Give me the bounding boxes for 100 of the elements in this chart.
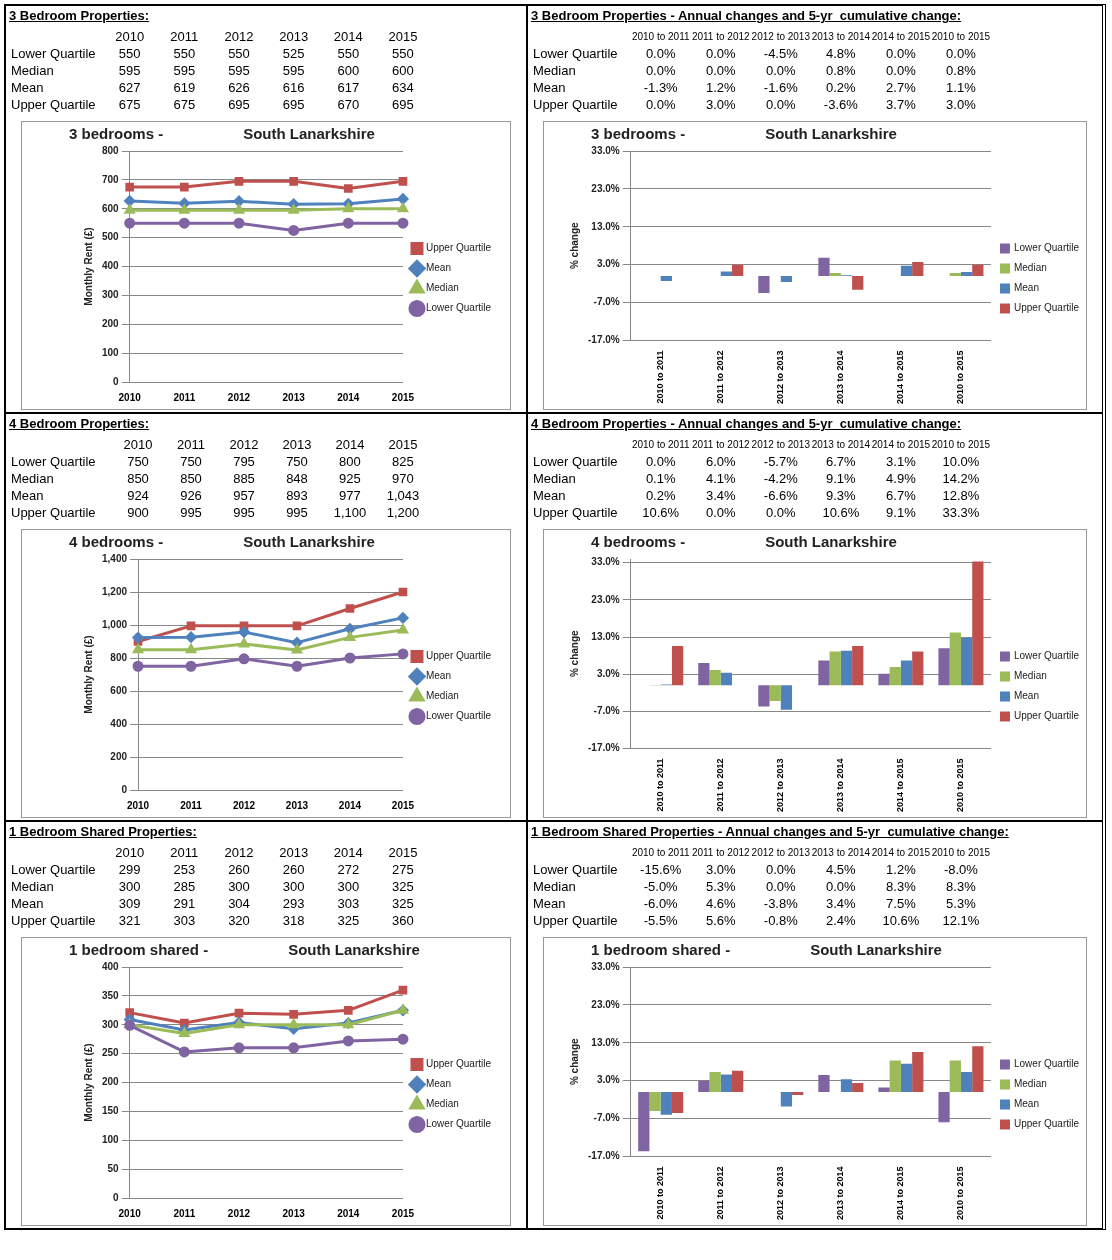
category-label: 2012 to 2013 [751, 31, 810, 42]
data-label: 0.0% [645, 62, 676, 79]
chart-subtitle: South Lanarkshire [243, 125, 375, 142]
text: Upper Quartile [11, 505, 96, 520]
y-axis-title: % change [568, 1037, 580, 1086]
data-label: 3.1% [886, 453, 916, 470]
category-label: 2010 [123, 437, 153, 452]
data-label: 1,100 [333, 504, 367, 521]
y-tick-label: 33.0% [591, 960, 620, 972]
y-tick-label: 250 [102, 1047, 120, 1059]
legend-label: Mean [1013, 690, 1039, 702]
category-label: 2014 [333, 845, 363, 860]
data-label: -3.6% [823, 96, 858, 113]
category-label: 2014 to 2015 [871, 31, 931, 42]
data-label: 1.2% [886, 861, 916, 878]
text: Lower Quartile [11, 862, 96, 877]
data-label: 675 [173, 96, 196, 113]
y-tick-label: 3.0% [596, 1074, 620, 1086]
data-label: 750 [180, 453, 202, 470]
x-tick-label: 2010 [118, 391, 142, 403]
category-label: 2013 [279, 845, 309, 860]
category-label: 2010 to 2011 [631, 847, 690, 858]
data-label: 0.0% [705, 62, 736, 79]
y-axis-title: Monthly Rent (£) [82, 635, 94, 714]
text: Upper Quartile [11, 913, 96, 928]
text: Mean [533, 488, 566, 503]
text: 1 Bedroom Shared Properties: [9, 824, 198, 841]
data-label: 9.1% [886, 504, 916, 521]
data-label: 924 [127, 487, 149, 504]
category-label: 2015 [388, 845, 418, 860]
data-label: 0.0% [645, 45, 676, 62]
data-label: 850 [127, 470, 149, 487]
data-label: 595 [118, 62, 141, 79]
category-label: 2012 [224, 29, 254, 44]
x-tick-label: 2010 to 2015 [955, 1166, 966, 1221]
text: Upper Quartile [533, 505, 618, 520]
data-label: 5.3% [705, 878, 736, 895]
data-label: 3.0% [705, 861, 736, 878]
data-label: 695 [392, 96, 414, 113]
data-label: 795 [233, 453, 255, 470]
data-label: -6.0% [643, 895, 678, 912]
y-tick-label: 23.0% [591, 593, 620, 605]
x-tick-label: 2013 [282, 1207, 306, 1219]
x-tick-label: 2011 [173, 1207, 196, 1219]
category-label: 2012 to 2013 [751, 439, 810, 450]
y-axis-title: % change [568, 629, 580, 678]
y-tick-label: 500 [102, 231, 120, 243]
data-label: 600 [337, 62, 360, 79]
x-tick-label: 2011 to 2012 [715, 1166, 726, 1220]
data-label: 0.0% [765, 96, 796, 113]
legend-label: Upper Quartile [425, 1058, 492, 1070]
data-label: 0.0% [765, 878, 796, 895]
data-label: 695 [282, 96, 305, 113]
data-label: 4.5% [826, 861, 856, 878]
category-label: 2011 to 2012 [691, 847, 750, 858]
category-label: 2012 [229, 437, 259, 452]
category-label: 2011 to 2012 [691, 31, 750, 42]
y-tick-label: 600 [110, 684, 128, 696]
x-tick-label: 2013 to 2014 [835, 350, 846, 405]
data-label: 253 [173, 861, 196, 878]
data-label: 6.7% [886, 487, 916, 504]
text: 4 Bedroom Properties: [9, 416, 151, 433]
data-label: 4.8% [826, 45, 856, 62]
data-label: 14.2% [942, 470, 980, 487]
data-label: 616 [282, 79, 305, 96]
data-label: 0.8% [946, 62, 976, 79]
legend-label: Mean [1013, 282, 1039, 294]
data-label: 303 [337, 895, 360, 912]
data-label: 12.1% [942, 912, 980, 929]
data-label: 925 [339, 470, 361, 487]
data-label: 275 [392, 861, 414, 878]
data-label: 3.7% [886, 96, 916, 113]
chart-subtitle: South Lanarkshire [810, 941, 942, 958]
text: Lower Quartile [533, 46, 618, 61]
category-label: 2014 to 2015 [871, 439, 931, 450]
x-tick-label: 2012 to 2013 [775, 350, 786, 405]
data-label: 626 [228, 79, 250, 96]
data-label: 595 [282, 62, 305, 79]
legend-label: Mean [425, 262, 451, 274]
y-tick-label: 23.0% [591, 998, 620, 1010]
x-tick-label: 2013 to 2014 [835, 1166, 846, 1221]
y-tick-label: 3.0% [596, 258, 620, 270]
category-label: 2010 to 2011 [631, 439, 690, 450]
y-tick-label: 200 [102, 1076, 120, 1088]
y-tick-label: 800 [102, 144, 120, 156]
y-tick-label: 300 [102, 289, 120, 301]
x-tick-label: 2010 to 2011 [655, 350, 666, 404]
data-label: 8.3% [946, 878, 976, 895]
data-label: -1.3% [643, 79, 678, 96]
y-tick-label: 1,200 [101, 585, 128, 597]
legend-label: Median [425, 282, 459, 294]
y-tick-label: 150 [102, 1105, 120, 1117]
data-label: 4.1% [705, 470, 736, 487]
data-label: 0.2% [645, 487, 676, 504]
data-label: 0.0% [886, 62, 916, 79]
category-label: 2015 [388, 29, 418, 44]
data-label: 318 [282, 912, 305, 929]
text: Median [533, 471, 576, 486]
data-label: 0.0% [645, 453, 676, 470]
chart-title: 3 bedrooms - [591, 125, 686, 142]
